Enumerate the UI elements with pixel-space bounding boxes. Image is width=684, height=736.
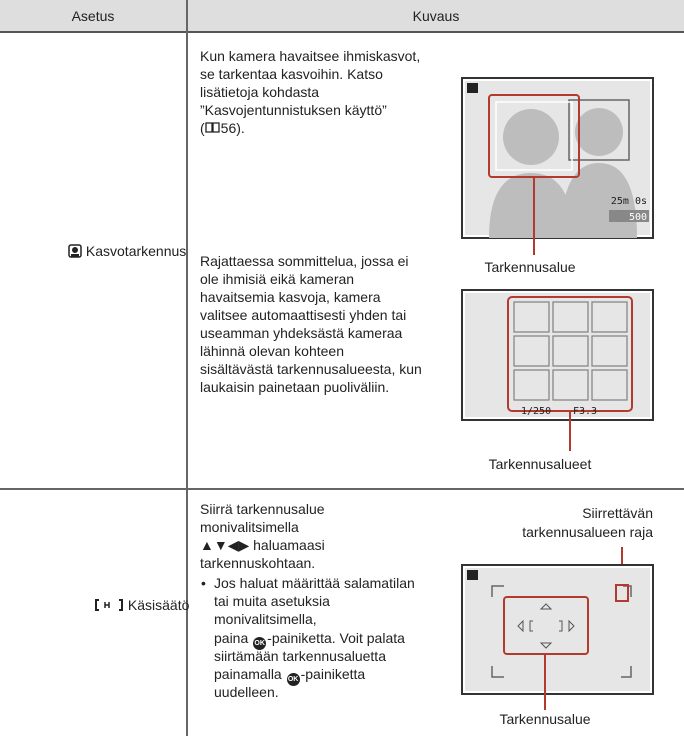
text: -painiketta: [300, 666, 366, 682]
header-cell: Kuvaus: [412, 8, 460, 24]
text-line: monivalitsimella: [200, 519, 299, 535]
text-line: painamalla OK -painiketta: [214, 665, 365, 686]
setting-label: Kasvotarkennus: [68, 242, 186, 260]
figure-caption: tarkennusalueen raja: [522, 524, 653, 540]
text-line: Kun kamera havaitsee ihmiskasvot,: [200, 48, 421, 64]
aperture: F3.3: [573, 406, 597, 417]
face-icon: [68, 244, 82, 258]
reference-page: 56).: [220, 120, 245, 136]
text-line: ole ihmisiä eikä kameran: [200, 271, 355, 287]
text-line: ▲▼◀▶ haluamaasi: [200, 537, 325, 553]
text: paina: [214, 630, 249, 646]
manual-icon: [95, 599, 123, 611]
text-line: laukaisin painetaan puoliväliin.: [200, 379, 390, 395]
text: painamalla: [214, 666, 282, 682]
text-line: sisältävästä tarkennusalueesta, kun: [200, 361, 422, 377]
reference-open: (: [200, 120, 205, 136]
remaining-time: 25m 0s: [611, 196, 647, 207]
text-line: valitsee automaattisesti yhden tai: [200, 307, 407, 323]
row-divider: [0, 488, 684, 490]
text-line: paina OK -painiketta. Voit palata: [214, 629, 405, 650]
text-line: useamman yhdeksästä kameraa: [200, 325, 403, 341]
header-cell: Asetus: [71, 8, 115, 24]
text-line: Jos haluat määrittää salamatilan: [214, 575, 415, 591]
leader-line: [544, 654, 546, 710]
camera-screen: [461, 547, 654, 695]
shots-remaining: 500: [629, 212, 647, 223]
text-line: se tarkentaa kasvoihin. Katso: [200, 66, 383, 82]
column-divider: [186, 0, 188, 736]
text-line: monivalitsimella,: [214, 611, 317, 627]
text: -painiketta. Voit palata: [267, 630, 405, 646]
camera-screen: 1/250 F3.3: [461, 289, 654, 451]
text-line: lisätietoja kohdasta: [200, 84, 320, 100]
figure-caption: Tarkennusalue: [484, 259, 576, 275]
shutter-speed: 1/250: [521, 406, 551, 417]
text-line: Rajattaessa sommittelua, jossa ei: [200, 253, 409, 269]
text-line: tarkennuskohtaan.: [200, 555, 316, 571]
text-line: uudelleen.: [214, 684, 279, 700]
figure-caption: Tarkennusalue: [499, 711, 591, 727]
camera-screen: 25m 0s 500: [461, 77, 654, 255]
text-line: lähinnä olevan kohteen: [200, 343, 345, 359]
header-row: [0, 0, 684, 33]
text-line: Siirrä tarkennusalue: [200, 501, 325, 517]
setting-name: Käsisäätö: [127, 597, 190, 613]
ok-icon: OK: [286, 673, 300, 686]
reference: (56).: [200, 119, 245, 137]
bullet: •: [201, 575, 206, 591]
setting-label: Käsisäätö: [94, 596, 189, 614]
text-line: ”Kasvojentunnistuksen käyttö”: [200, 102, 387, 118]
text-line: siirtämään tarkennusaluetta: [214, 648, 386, 664]
ok-icon: OK: [253, 637, 267, 650]
text-line: havaitsemia kasvoja, kamera: [200, 289, 381, 305]
text-line: tai muita asetuksia: [214, 593, 330, 609]
book-icon: [205, 122, 220, 133]
figure-caption: Tarkennusalueet: [488, 456, 592, 472]
figure-caption: Siirrettävän: [582, 505, 653, 521]
setting-name: Kasvotarkennus: [85, 243, 187, 259]
